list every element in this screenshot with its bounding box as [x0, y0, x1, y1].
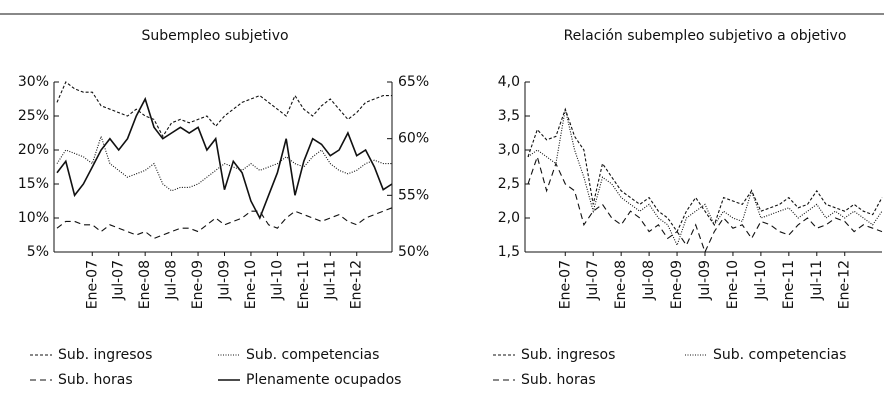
x-tick-label: Ene-10 — [725, 260, 741, 309]
x-tick-label: Jul-08 — [164, 260, 180, 301]
x-tick-label: Ene-08 — [137, 260, 153, 309]
legend-label: Sub. ingresos — [58, 347, 152, 363]
x-tick-label: Ene-12 — [837, 260, 853, 309]
chart-title: Relación subempleo subjetivo a objetivo — [564, 28, 847, 44]
x-tick-label: Jul-10 — [753, 260, 769, 301]
y-tick-label: 25% — [18, 108, 49, 124]
legend-label: Sub. horas — [521, 372, 596, 388]
series-line — [527, 107, 883, 233]
x-tick-label: Ene-12 — [349, 260, 365, 309]
y2-tick-label: 60% — [398, 131, 429, 147]
x-tick-label: Ene-08 — [613, 260, 629, 309]
series-line — [56, 96, 393, 220]
x-tick-label: Ene-09 — [190, 260, 206, 309]
y-tick-label: 2,5 — [498, 176, 520, 192]
legend-label: Sub. competencias — [713, 347, 846, 363]
legend-label: Plenamente ocupados — [246, 372, 401, 388]
y-tick-label: 30% — [18, 74, 49, 90]
series-line — [527, 154, 883, 254]
y-tick-label: 4,0 — [498, 74, 520, 90]
x-tick-label: Ene-09 — [669, 260, 685, 309]
x-tick-label: Jul-09 — [217, 260, 233, 301]
x-tick-label: Ene-07 — [84, 260, 100, 309]
legend-label: Sub. ingresos — [521, 347, 615, 363]
x-tick-label: Jul-07 — [585, 260, 601, 301]
y-tick-label: 1,5 — [498, 244, 520, 260]
y-tick-label: 20% — [18, 142, 49, 158]
y2-tick-label: 50% — [398, 244, 429, 260]
x-tick-label: Jul-08 — [641, 260, 657, 301]
x-tick-label: Jul-09 — [697, 260, 713, 301]
x-tick-label: Ene-07 — [557, 260, 573, 309]
x-tick-label: Jul-11 — [809, 260, 825, 301]
series-line — [56, 81, 392, 138]
y-tick-label: 3,5 — [498, 108, 520, 124]
x-tick-label: Jul-10 — [269, 260, 285, 301]
y-tick-label: 10% — [18, 210, 49, 226]
series-line — [56, 207, 393, 240]
y-tick-label: 15% — [18, 176, 49, 192]
y2-tick-label: 55% — [398, 187, 429, 203]
series-line — [527, 109, 883, 247]
legend-label: Sub. horas — [58, 372, 133, 388]
x-tick-label: Jul-11 — [322, 260, 338, 301]
y-tick-label: 3,0 — [498, 142, 520, 158]
x-tick-label: Ene-11 — [781, 260, 797, 309]
legend-label: Sub. competencias — [246, 347, 379, 363]
y-tick-label: 5% — [27, 244, 49, 260]
series-line — [56, 134, 392, 192]
y-tick-label: 2,0 — [498, 210, 520, 226]
y2-tick-label: 65% — [398, 74, 429, 90]
x-tick-label: Jul-07 — [111, 260, 127, 301]
chart-title: Subempleo subjetivo — [141, 28, 288, 44]
x-tick-label: Ene-10 — [243, 260, 259, 309]
x-tick-label: Ene-11 — [296, 260, 312, 309]
